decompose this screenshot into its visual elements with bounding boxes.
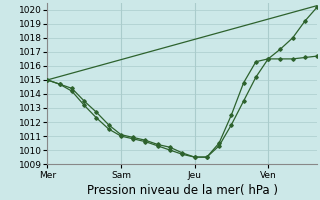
X-axis label: Pression niveau de la mer( hPa ): Pression niveau de la mer( hPa )	[87, 184, 278, 197]
